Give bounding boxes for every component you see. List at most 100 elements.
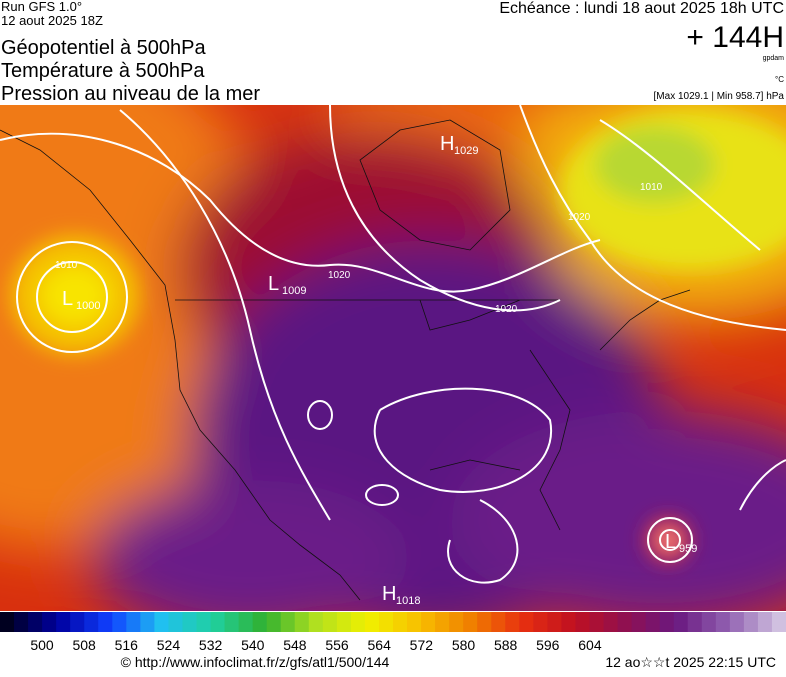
scale-label: 548	[283, 637, 307, 653]
center-value: 959	[679, 543, 697, 555]
scale-swatch	[645, 612, 661, 632]
scale-swatch	[308, 612, 324, 632]
scale-label: 588	[494, 637, 518, 653]
scale-label: 540	[241, 637, 265, 653]
scale-swatch	[505, 612, 520, 632]
scale-swatch	[659, 612, 675, 632]
run-date: 12 aout 2025 18Z	[1, 13, 103, 28]
map	[0, 105, 786, 611]
unit-label: °C	[775, 75, 784, 84]
scale-swatch	[84, 612, 99, 632]
isobar-label: 1020	[495, 304, 518, 315]
isobar-label: 1010	[55, 260, 78, 271]
scale-label: 500	[30, 637, 54, 653]
scale-swatch	[14, 612, 29, 632]
center-letter: L	[62, 288, 73, 310]
center-value: 1009	[282, 285, 306, 297]
forecast-time: Echéance : lundi 18 aout 2025 18h UTC	[499, 0, 784, 17]
scale-swatch	[435, 612, 450, 632]
center-value: 1018	[396, 595, 420, 607]
scale-swatch	[673, 612, 689, 632]
center-letter: L	[268, 273, 279, 295]
scale-label: 556	[325, 637, 349, 653]
scale-label: 572	[410, 637, 434, 653]
scale-swatch	[575, 612, 590, 632]
scale-swatch	[757, 612, 773, 632]
unit-label: gpdam	[763, 55, 785, 62]
title-line: Géopotentiel à 500hPa	[1, 37, 206, 59]
scale-swatch	[547, 612, 562, 632]
scale-swatch	[617, 612, 633, 632]
scale-swatch	[168, 612, 183, 632]
scale-swatch	[0, 612, 15, 632]
scale-swatch	[715, 612, 731, 632]
center-letter: H	[382, 583, 396, 605]
scale-swatch	[210, 612, 226, 632]
scale-swatch	[336, 612, 352, 632]
scale-swatch	[70, 612, 85, 632]
scale-swatch	[701, 612, 717, 632]
scale-swatch	[421, 612, 436, 632]
scale-swatch	[729, 612, 745, 632]
pressure-range: [Max 1029.1 | Min 958.7] hPa	[654, 91, 785, 102]
scale-swatch	[687, 612, 703, 632]
scale-label: 564	[368, 637, 392, 653]
timestamp: 12 ao☆☆t 2025 22:15 UTC	[605, 654, 776, 670]
title-line: Température à 500hPa	[1, 60, 205, 82]
source-url: © http://www.infoclimat.fr/z/gfs/atl1/50…	[121, 654, 390, 670]
center-value: 1029	[454, 145, 478, 157]
scale-swatch	[561, 612, 576, 632]
scale-swatch	[631, 612, 647, 632]
scale-swatch	[463, 612, 478, 632]
scale-swatch	[56, 612, 71, 632]
scale-swatch	[533, 612, 548, 632]
scale-label: 516	[115, 637, 139, 653]
scale-label: 524	[157, 637, 181, 653]
center-letter: L	[665, 531, 676, 553]
scale-swatch	[154, 612, 169, 632]
scale-swatch	[98, 612, 113, 632]
scale-swatch	[477, 612, 492, 632]
scale-swatch	[603, 612, 619, 632]
scale-swatch	[266, 612, 282, 632]
scale-swatch	[126, 612, 141, 632]
scale-swatch	[182, 612, 197, 632]
scale-label: 532	[199, 637, 223, 653]
scale-swatch	[364, 612, 380, 632]
isobar-label: 1010	[640, 182, 663, 193]
title-line: Pression au niveau de la mer	[1, 83, 260, 105]
scale-swatch	[42, 612, 57, 632]
scale-swatch	[238, 612, 254, 632]
scale-swatch	[28, 612, 43, 632]
run-label: Run GFS 1.0°	[1, 0, 82, 14]
color-scale: 500 508 516 524 532 540 548 556 564 572 580 588 596 6…	[0, 612, 786, 653]
isobar-labels: 1010 1020 1020 1010 1020	[55, 182, 663, 315]
isobar-label: 1020	[568, 212, 591, 223]
scale-swatch	[252, 612, 268, 632]
scale-swatch	[407, 612, 422, 632]
scale-label: 604	[578, 637, 602, 653]
scale-label: 580	[452, 637, 476, 653]
scale-swatch	[491, 612, 506, 632]
scale-swatch	[449, 612, 464, 632]
scale-swatch	[350, 612, 366, 632]
scale-swatch	[589, 612, 605, 632]
isobar-label: 1020	[328, 270, 351, 281]
scale-label: 596	[536, 637, 560, 653]
scale-swatch	[224, 612, 240, 632]
center-letter: H	[440, 133, 454, 155]
scale-swatch	[393, 612, 408, 632]
scale-swatch	[294, 612, 310, 632]
scale-swatch	[519, 612, 534, 632]
center-value: 1000	[76, 300, 100, 312]
scale-swatch	[322, 612, 338, 632]
lead-time: + 144H	[686, 21, 784, 54]
scale-swatch	[196, 612, 212, 632]
scale-swatch	[743, 612, 759, 632]
scale-swatch	[771, 612, 786, 632]
scale-swatch	[280, 612, 296, 632]
scale-swatch	[140, 612, 155, 632]
scale-swatch	[378, 612, 394, 632]
